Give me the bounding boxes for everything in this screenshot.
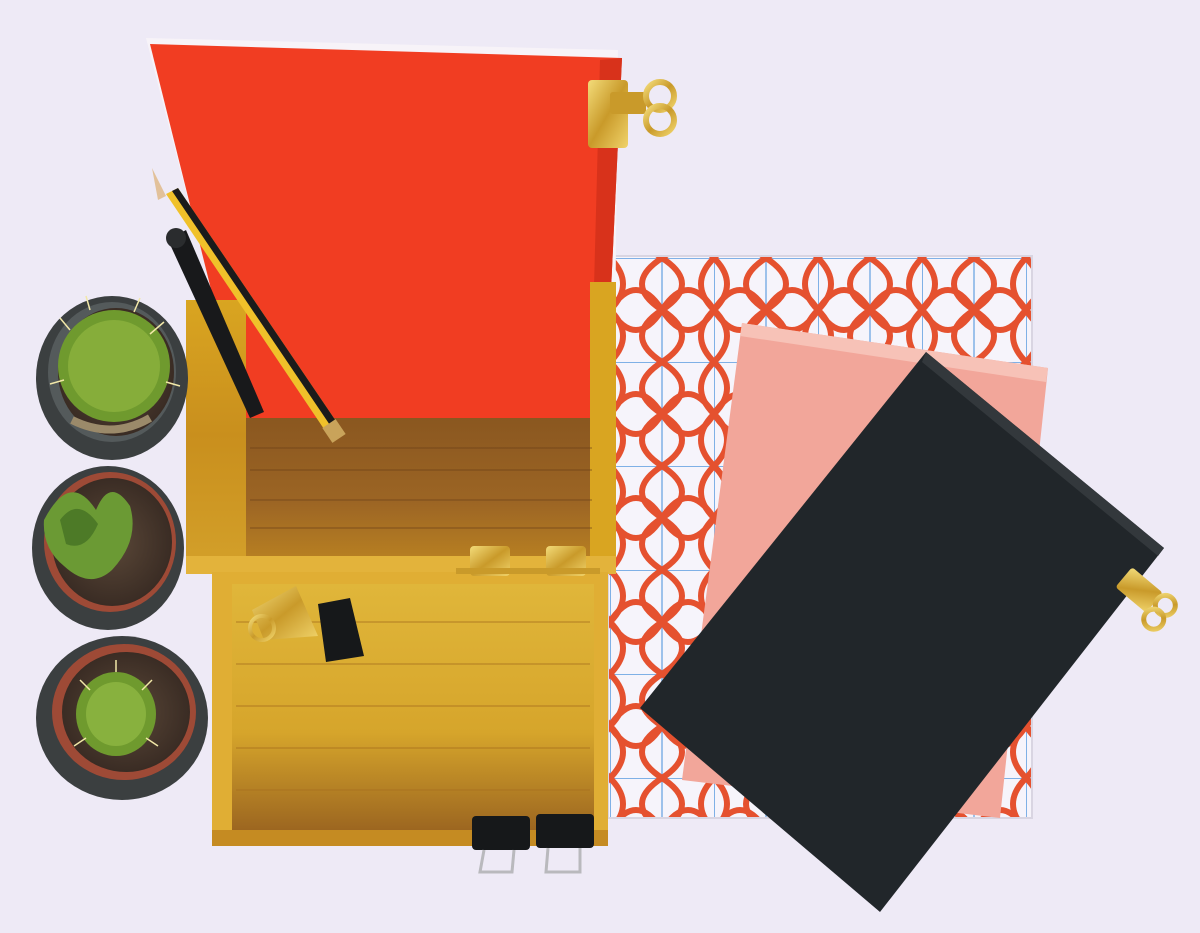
binder-clip-left [472, 816, 530, 874]
pencil [152, 168, 346, 443]
pot-2-succulent [32, 466, 184, 630]
pot-3-cactus [36, 636, 208, 800]
binder-clip-right [536, 814, 594, 874]
gold-binder-clip [248, 586, 364, 662]
gold-clip-red-notebook [588, 79, 677, 148]
pot-1-cactus [36, 295, 188, 460]
pen [166, 228, 264, 418]
black-notebook [640, 352, 1164, 912]
box-hinges [456, 546, 600, 576]
gold-clip-black-notebook [1116, 568, 1178, 632]
